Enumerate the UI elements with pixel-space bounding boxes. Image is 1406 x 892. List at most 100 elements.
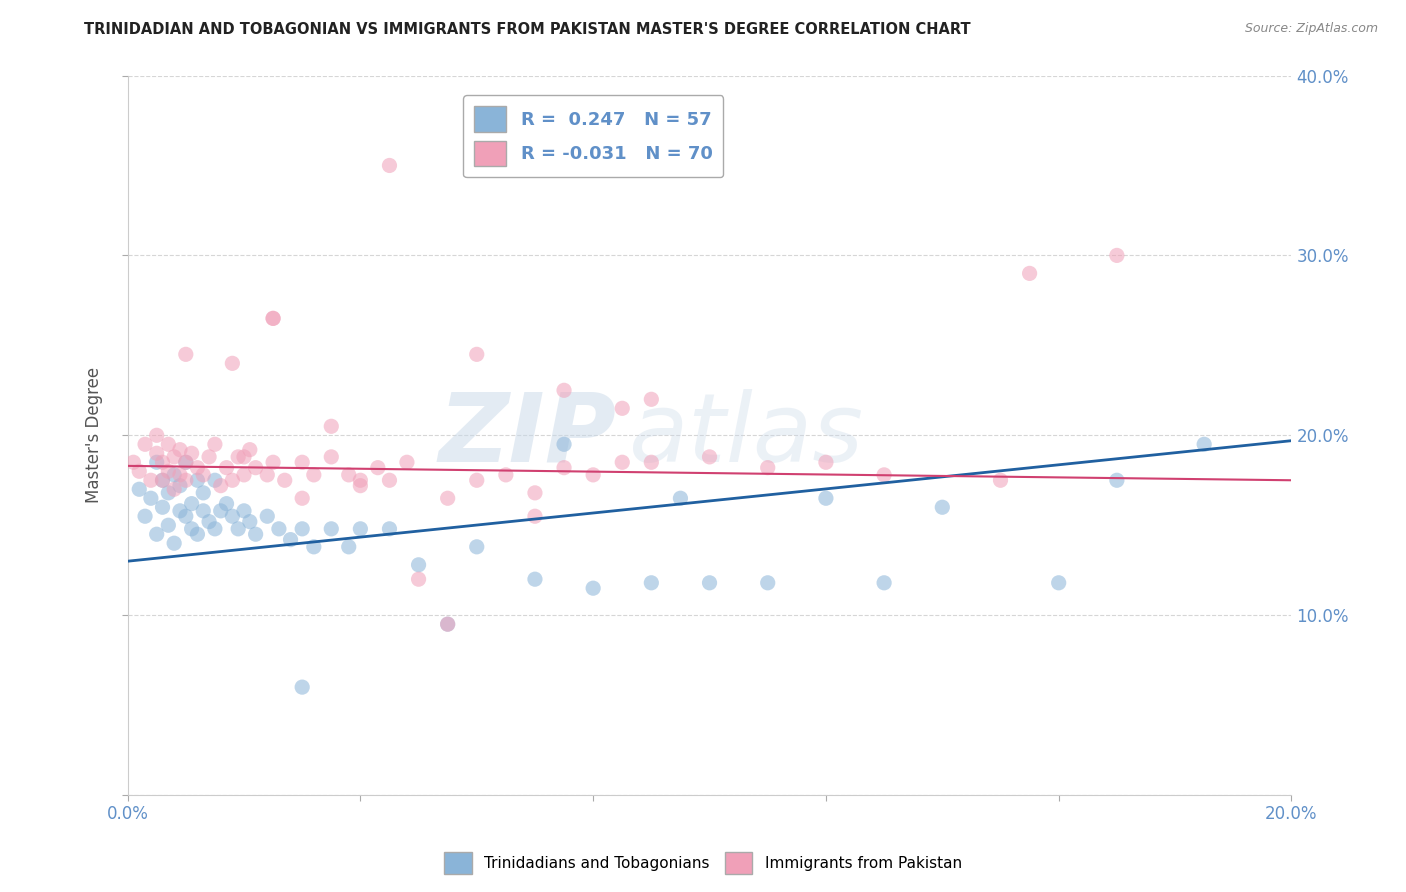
Point <box>291 680 314 694</box>
Point <box>814 491 837 506</box>
Point <box>1018 266 1040 280</box>
Point <box>174 455 197 469</box>
Point <box>640 455 662 469</box>
Point <box>152 500 174 515</box>
Point <box>226 522 249 536</box>
Point <box>193 486 215 500</box>
Point <box>408 572 430 586</box>
Point <box>465 540 488 554</box>
Point <box>134 437 156 451</box>
Point <box>256 509 278 524</box>
Point <box>612 401 634 416</box>
Point <box>337 540 360 554</box>
Point <box>302 467 325 482</box>
Point <box>553 384 575 398</box>
Point <box>145 446 167 460</box>
Point <box>193 504 215 518</box>
Point <box>204 437 226 451</box>
Point <box>931 500 953 515</box>
Point <box>157 486 180 500</box>
Point <box>169 442 191 457</box>
Point <box>145 527 167 541</box>
Point <box>157 518 180 533</box>
Point <box>1047 575 1070 590</box>
Point <box>1105 473 1128 487</box>
Y-axis label: Master's Degree: Master's Degree <box>86 368 103 503</box>
Point <box>321 522 343 536</box>
Point <box>198 515 221 529</box>
Point <box>145 428 167 442</box>
Point <box>349 478 371 492</box>
Point <box>523 486 546 500</box>
Point <box>873 575 896 590</box>
Point <box>239 442 262 457</box>
Point <box>436 617 458 632</box>
Point <box>262 455 284 469</box>
Point <box>204 522 226 536</box>
Point <box>134 509 156 524</box>
Point <box>233 467 256 482</box>
Point <box>367 460 389 475</box>
Point <box>152 455 174 469</box>
Point <box>233 504 256 518</box>
Point <box>174 347 197 361</box>
Point <box>349 522 371 536</box>
Point <box>233 450 256 464</box>
Point <box>245 527 267 541</box>
Point <box>139 491 162 506</box>
Point <box>274 473 297 487</box>
Point <box>873 467 896 482</box>
Point <box>378 158 401 172</box>
Legend: R =  0.247   N = 57, R = -0.031   N = 70: R = 0.247 N = 57, R = -0.031 N = 70 <box>463 95 724 178</box>
Point <box>139 473 162 487</box>
Point <box>186 527 208 541</box>
Point <box>174 455 197 469</box>
Point <box>640 575 662 590</box>
Point <box>699 575 721 590</box>
Point <box>221 509 243 524</box>
Point <box>321 450 343 464</box>
Point <box>669 491 692 506</box>
Point <box>523 509 546 524</box>
Point <box>990 473 1012 487</box>
Point <box>180 497 202 511</box>
Point <box>378 473 401 487</box>
Point <box>145 455 167 469</box>
Point <box>280 533 302 547</box>
Point <box>612 455 634 469</box>
Point <box>169 467 191 482</box>
Point <box>408 558 430 572</box>
Point <box>163 450 186 464</box>
Point <box>157 464 180 478</box>
Point <box>553 437 575 451</box>
Point <box>152 473 174 487</box>
Point <box>215 497 238 511</box>
Point <box>395 455 418 469</box>
Point <box>186 460 208 475</box>
Point <box>209 504 232 518</box>
Point <box>465 347 488 361</box>
Point <box>814 455 837 469</box>
Point <box>180 446 202 460</box>
Point <box>198 450 221 464</box>
Point <box>582 581 605 595</box>
Point <box>152 473 174 487</box>
Text: Source: ZipAtlas.com: Source: ZipAtlas.com <box>1244 22 1378 36</box>
Point <box>1105 248 1128 262</box>
Point <box>163 536 186 550</box>
Point <box>239 515 262 529</box>
Point <box>174 509 197 524</box>
Point <box>582 467 605 482</box>
Point <box>756 575 779 590</box>
Point <box>204 473 226 487</box>
Point <box>245 460 267 475</box>
Point <box>128 464 150 478</box>
Point <box>193 467 215 482</box>
Point <box>209 478 232 492</box>
Text: atlas: atlas <box>628 389 863 482</box>
Point <box>128 482 150 496</box>
Point <box>495 467 517 482</box>
Point <box>262 311 284 326</box>
Point <box>122 455 145 469</box>
Text: TRINIDADIAN AND TOBAGONIAN VS IMMIGRANTS FROM PAKISTAN MASTER'S DEGREE CORRELATI: TRINIDADIAN AND TOBAGONIAN VS IMMIGRANTS… <box>84 22 972 37</box>
